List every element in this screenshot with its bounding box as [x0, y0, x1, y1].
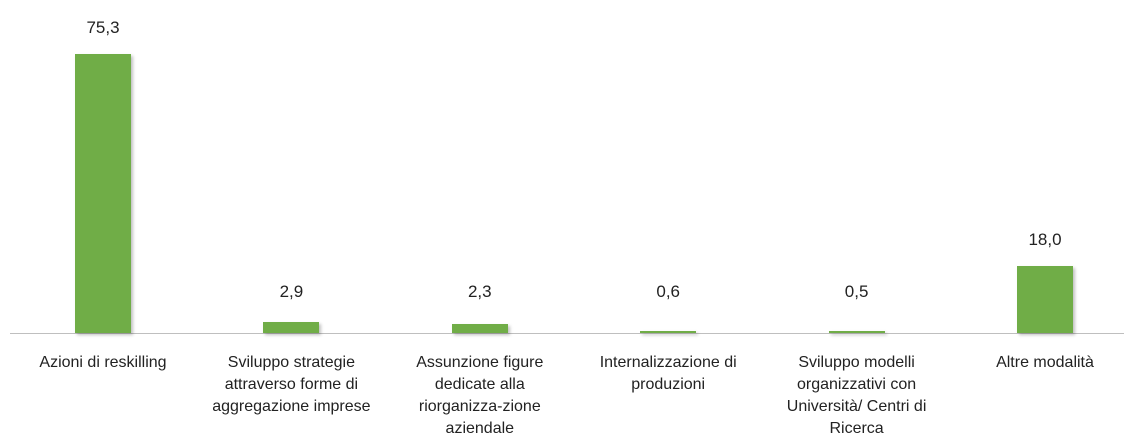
x-tick-label: Azioni di reskilling: [39, 354, 167, 371]
bar: [263, 322, 320, 333]
value-label: 2,9: [279, 282, 304, 301]
value-label: 2,3: [467, 282, 492, 301]
x-tick-label: Sviluppo modelli organizzativi con Unive…: [786, 354, 927, 437]
value-label: 75,3: [86, 18, 120, 37]
x-tick-label: Internalizzazione di produzioni: [599, 354, 737, 393]
bar: [451, 324, 508, 333]
x-tick-label: Sviluppo strategie attraverso forme di a…: [212, 354, 371, 415]
bar: [828, 331, 885, 333]
x-tick-label: Altre modalità: [996, 354, 1094, 371]
x-axis-line: [10, 333, 1124, 334]
value-label: 0,5: [844, 282, 869, 301]
bar: [1017, 266, 1073, 333]
value-label: 18,0: [1028, 230, 1062, 250]
value-label: 0,6: [656, 282, 680, 301]
x-tick-label: Assunzione figure dedicate alla riorgani…: [416, 354, 544, 437]
bar: [75, 54, 131, 333]
bar: [640, 330, 697, 333]
